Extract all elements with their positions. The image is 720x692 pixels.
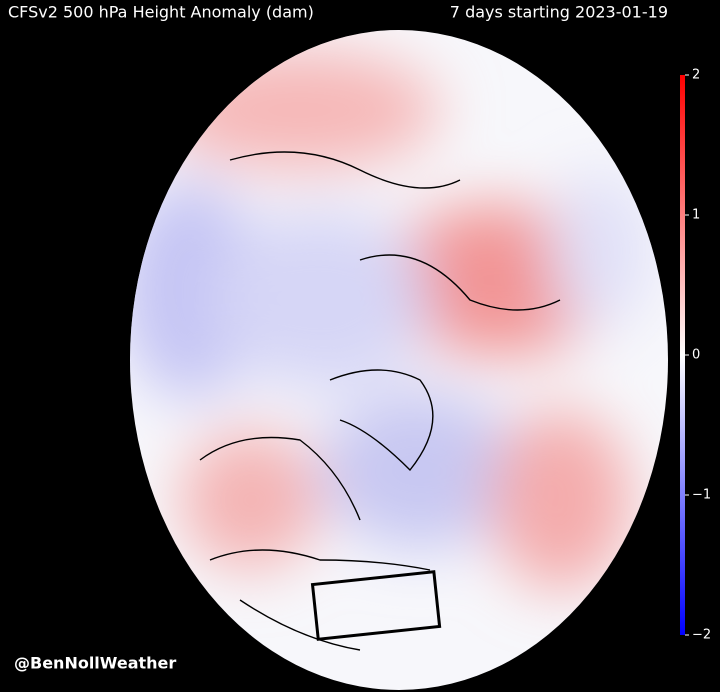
- colorbar-tick-label: −1: [692, 488, 711, 503]
- colorbar: [680, 75, 685, 635]
- title: CFSv2 500 hPa Height Anomaly (dam): [8, 3, 314, 22]
- globe: [130, 30, 668, 690]
- colorbar-tick-label: 0: [692, 348, 700, 363]
- region-box: [310, 570, 442, 641]
- colorbar-tick-label: 2: [692, 68, 700, 83]
- colorbar-tick-label: 1: [692, 208, 700, 223]
- colorbar-tick-label: −2: [692, 628, 711, 643]
- period: 7 days starting 2023-01-19: [450, 3, 668, 22]
- credit: @BenNollWeather: [14, 654, 176, 673]
